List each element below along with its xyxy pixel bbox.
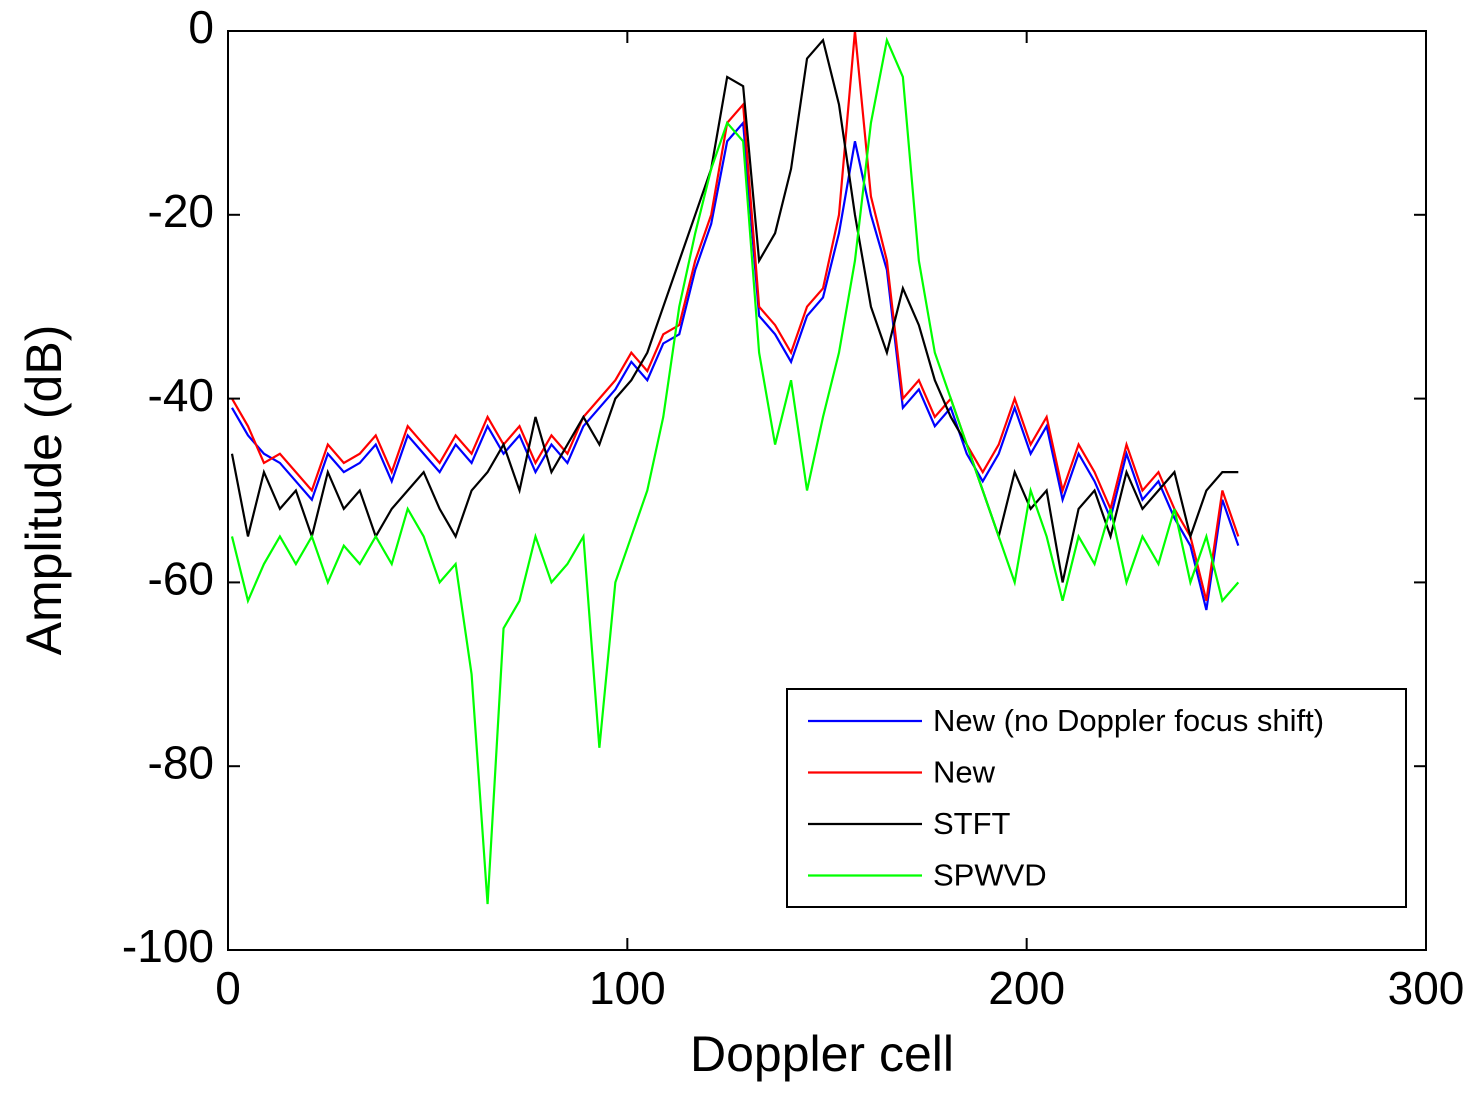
x-tick-label: 200 bbox=[988, 962, 1065, 1014]
x-tick-label: 300 bbox=[1388, 962, 1465, 1014]
y-tick-label: -20 bbox=[148, 185, 214, 237]
axes-box bbox=[227, 30, 1427, 951]
y-tick-label: -40 bbox=[148, 369, 214, 421]
x-tick-label: 0 bbox=[215, 962, 241, 1014]
plot-lines bbox=[230, 31, 1240, 905]
y-tick-label: -60 bbox=[148, 553, 214, 605]
y-tick-label: -80 bbox=[148, 736, 214, 788]
x-tick-label: 100 bbox=[589, 962, 666, 1014]
legend-label: SPWVD bbox=[933, 858, 1047, 893]
x-axis-label: Doppler cell bbox=[690, 1026, 954, 1082]
legend-label: New (no Doppler focus shift) bbox=[933, 703, 1324, 738]
legend: New (no Doppler focus shift) New STFT SPWVD bbox=[786, 688, 1407, 908]
y-axis-label: Amplitude (dB) bbox=[16, 325, 72, 656]
y-tick-label: -100 bbox=[122, 920, 214, 972]
legend-label: New bbox=[933, 755, 996, 790]
legend-label: STFT bbox=[933, 806, 1011, 841]
y-tick-label: 0 bbox=[188, 1, 214, 53]
series-line bbox=[231, 31, 1240, 602]
legend-box bbox=[786, 688, 1407, 908]
series-line bbox=[230, 36, 1240, 905]
series-line bbox=[230, 37, 1239, 583]
